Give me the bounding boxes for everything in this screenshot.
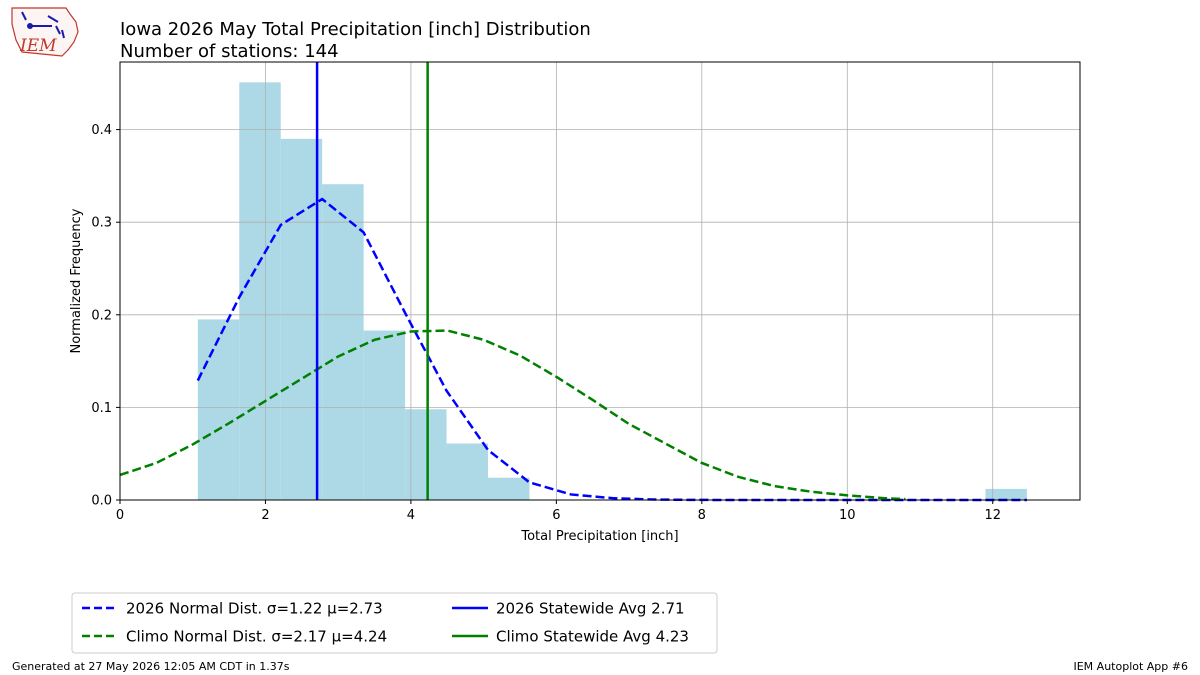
plot-frame: [119, 61, 1081, 501]
histogram-bar-2: [280, 138, 323, 501]
iowa-outline-icon: [11, 7, 79, 57]
weather-symbol-icon: [21, 11, 65, 39]
chart-title: Iowa 2026 May Total Precipitation [inch]…: [120, 19, 591, 40]
histogram-bar-19: [985, 488, 1027, 500]
iem-logo: IEM: [11, 7, 79, 57]
histogram-bar-3: [322, 184, 364, 501]
y-tick-label-1: 0.1: [91, 401, 112, 416]
x-axis-ticks: 0 2 4 6 8 10 12: [116, 500, 1001, 523]
y-axis-ticks: 0.0 0.1 0.2 0.3 0.4: [91, 123, 120, 509]
histogram-bar-0: [197, 319, 240, 500]
y-tick-label-3: 0.3: [91, 216, 112, 231]
y-tick-label-4: 0.4: [91, 123, 112, 138]
histogram-bar-1: [239, 82, 281, 500]
x-tick-label-2: 4: [407, 508, 415, 523]
legend-box: [71, 592, 718, 654]
footer-generated: Generated at 27 May 2026 12:05 AM CDT in…: [12, 660, 290, 673]
x-tick-label-5: 10: [839, 508, 856, 523]
histogram-bar-5: [405, 409, 447, 500]
histogram-bar-4: [363, 330, 406, 500]
x-tick-label-4: 8: [698, 508, 706, 523]
legend-label-1: Climo Normal Dist. σ=2.17 μ=4.24: [126, 628, 387, 646]
x-tick-label-3: 6: [552, 508, 560, 523]
station-dot-icon: [27, 23, 33, 29]
x-tick-label-0: 0: [116, 508, 124, 523]
x-tick-label-6: 12: [984, 508, 1001, 523]
logo-text: IEM: [19, 36, 57, 56]
plot-area: 0 2 4 6 8 10 12 0.0 0.1 0.2 0.3 0.4: [91, 61, 1081, 523]
y-axis-label: Normalized Frequency: [69, 208, 84, 353]
chart-subtitle: Number of stations: 144: [120, 41, 339, 62]
histogram-bars: [197, 82, 1027, 501]
x-tick-label-1: 2: [261, 508, 269, 523]
y-tick-label-0: 0.0: [91, 494, 112, 509]
series-line-1: [119, 329, 906, 501]
histogram-bar-7: [488, 477, 530, 500]
x-axis-label: Total Precipitation [inch]: [520, 529, 678, 544]
legend: 2026 Normal Dist. σ=1.22 μ=2.73 Climo Nor…: [71, 592, 718, 654]
legend-label-0: 2026 Normal Dist. σ=1.22 μ=2.73: [126, 600, 383, 618]
legend-label-2: 2026 Statewide Avg 2.71: [496, 600, 685, 618]
legend-label-3: Climo Statewide Avg 4.23: [496, 628, 689, 646]
footer-app: IEM Autoplot App #6: [1073, 660, 1188, 673]
y-tick-label-2: 0.2: [91, 308, 112, 323]
histogram-bar-6: [446, 443, 488, 500]
